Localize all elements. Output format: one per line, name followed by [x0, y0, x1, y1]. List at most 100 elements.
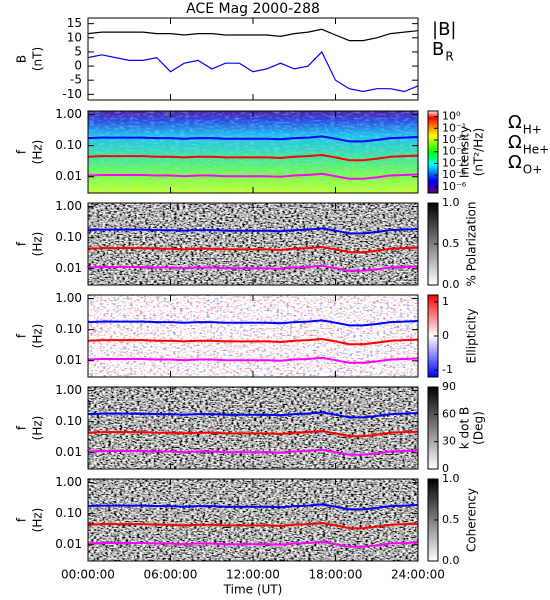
y-axis-label: (Hz) — [31, 324, 45, 349]
y-axis-label: f — [15, 425, 29, 430]
y-tick-label: 0 — [74, 59, 82, 73]
y-tick-label: 0.10 — [55, 138, 82, 152]
y-tick-label: 0.10 — [55, 414, 82, 428]
colorbar-tick-label: 10⁻¹ — [442, 121, 466, 134]
colorbar-tick-label: 60 — [442, 407, 456, 420]
y-tick-label: 10 — [67, 30, 82, 44]
y-axis-label: (Hz) — [31, 508, 45, 533]
legend-subscript: H+ — [523, 123, 542, 137]
y-tick-label: 0.10 — [55, 230, 82, 244]
colorbar-tick-label: 0.0 — [442, 554, 460, 567]
colorbar-tick-label: 0 — [442, 462, 449, 475]
plot-frame — [87, 17, 419, 101]
y-tick-label: 0.01 — [55, 353, 82, 367]
y-axis-label: f — [15, 517, 29, 522]
x-tick-label: 00:00:00 — [61, 568, 115, 582]
y-axis-label: f — [15, 333, 29, 338]
y-tick-label: 0.10 — [55, 322, 82, 336]
legend-label: |B| — [432, 19, 456, 40]
colorbar-tick-label: 0 — [442, 329, 449, 342]
data-line — [87, 172, 419, 180]
y-axis-label: f — [15, 149, 29, 154]
y-tick-label: 1.00 — [55, 199, 82, 213]
x-tick-label: 06:00:00 — [144, 568, 198, 582]
data-line — [87, 429, 419, 438]
data-line — [87, 135, 419, 143]
data-line — [87, 356, 419, 364]
legend-label: Ω — [508, 152, 522, 173]
y-tick-label: 5 — [74, 44, 82, 58]
chart-title: ACE Mag 2000-288 — [186, 1, 320, 17]
data-line — [87, 448, 419, 456]
legend-label: B — [432, 39, 444, 60]
colorbar-tick-label: 10⁻² — [442, 133, 466, 146]
y-tick-label: 1.00 — [55, 475, 82, 489]
legend-subscript: O+ — [523, 163, 543, 177]
y-tick-label: 0.01 — [55, 537, 82, 551]
data-line — [87, 264, 419, 272]
colorbar-tick-label: 0.0 — [442, 278, 460, 291]
colorbar-label: Coherency — [465, 488, 479, 552]
colorbar — [427, 386, 439, 470]
colorbar-tick-label: 10⁻³ — [442, 145, 466, 158]
spectrogram-texture — [88, 295, 418, 377]
data-line — [87, 337, 419, 346]
colorbar-tick-label: 0.5 — [442, 513, 460, 526]
y-tick-label: 0.01 — [55, 445, 82, 459]
colorbar-label: % Polarization — [465, 202, 479, 287]
colorbar-tick-label: 0.5 — [442, 237, 460, 250]
y-tick-label: 1.00 — [55, 291, 82, 305]
data-line — [87, 153, 419, 162]
colorbar-label: Ellipticity — [465, 309, 479, 364]
y-tick-label: 1.00 — [55, 383, 82, 397]
colorbar-tick-label: 90 — [442, 380, 456, 393]
y-tick-label: -10 — [62, 87, 82, 101]
x-tick-label: 18:00:00 — [309, 568, 363, 582]
x-tick-label: 24:00:00 — [391, 568, 445, 582]
y-axis-label: (nT) — [31, 47, 45, 71]
colorbar-tick-label: 10⁻⁴ — [442, 156, 467, 169]
colorbar-tick-label: 10⁻⁵ — [442, 168, 466, 181]
legend-subscript: He+ — [523, 143, 549, 157]
colorbar-label: (Deg) — [472, 411, 486, 445]
spectrogram-background — [88, 387, 418, 469]
spectrogram-texture — [88, 111, 418, 193]
data-line — [87, 28, 419, 42]
y-tick-label: 0.01 — [55, 169, 82, 183]
colorbar-tick-label: 1.0 — [442, 472, 460, 485]
data-line — [87, 540, 419, 548]
y-tick-label: -5 — [70, 73, 82, 87]
colorbar-label: Intensity — [458, 126, 472, 178]
y-tick-label: 1.00 — [55, 107, 82, 121]
legend-subscript: R — [445, 50, 453, 64]
y-axis-label: (Hz) — [31, 140, 45, 165]
spectrogram-background — [88, 479, 418, 561]
colorbar-label: (nT²/Hz) — [472, 128, 486, 176]
colorbar-tick-label: 1.0 — [442, 196, 460, 209]
data-line — [87, 319, 419, 327]
x-tick-label: 12:00:00 — [226, 568, 280, 582]
y-tick-label: 15 — [67, 16, 82, 30]
x-axis-label: Time (UT) — [223, 583, 283, 597]
y-tick-label: 0.10 — [55, 506, 82, 520]
data-line — [87, 245, 419, 254]
colorbar-tick-label: 10⁰ — [442, 110, 461, 123]
data-line — [87, 411, 419, 419]
legend-label: Ω — [508, 132, 522, 153]
colorbar-tick-label: 1 — [442, 295, 449, 308]
y-axis-label: B — [15, 55, 29, 63]
spectrogram-background — [88, 203, 418, 285]
data-line — [87, 227, 419, 235]
y-axis-label: (Hz) — [31, 232, 45, 257]
y-tick-label: 0.01 — [55, 261, 82, 275]
legend-label: Ω — [508, 112, 522, 133]
colorbar-tick-label: 30 — [442, 435, 456, 448]
data-line — [87, 503, 419, 511]
data-line — [87, 521, 419, 530]
data-line — [87, 50, 419, 93]
y-axis-label: (Hz) — [31, 416, 45, 441]
colorbar-label: k dot B — [458, 407, 472, 449]
y-axis-label: f — [15, 241, 29, 246]
colorbar-tick-label: 10⁻⁶ — [442, 180, 467, 193]
